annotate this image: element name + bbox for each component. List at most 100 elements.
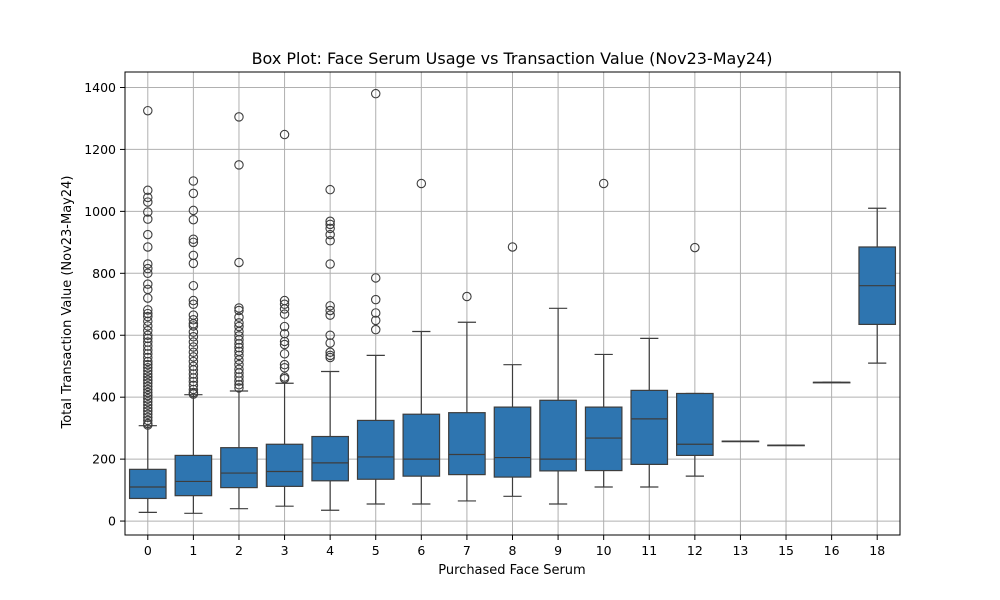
outlier-point bbox=[325, 347, 335, 358]
x-tick-label: 8 bbox=[509, 543, 517, 558]
box-group-3 bbox=[265, 129, 304, 507]
outlier-point bbox=[188, 342, 199, 352]
outlier-point bbox=[188, 389, 199, 399]
outlier-point bbox=[234, 355, 244, 365]
box-group-6 bbox=[402, 178, 441, 505]
box-group-7 bbox=[448, 291, 486, 502]
outlier-point bbox=[598, 178, 609, 189]
box-group-12 bbox=[676, 242, 714, 477]
outlier-point bbox=[143, 381, 153, 392]
outlier-point bbox=[370, 324, 381, 335]
outlier-point bbox=[234, 160, 244, 170]
outlier-point bbox=[188, 373, 199, 383]
x-tick-label: 5 bbox=[372, 543, 380, 558]
box-group-9 bbox=[539, 307, 577, 505]
outlier-point bbox=[234, 342, 244, 353]
outlier-point bbox=[325, 352, 335, 363]
chart-title: Box Plot: Face Serum Usage vs Transactio… bbox=[252, 49, 773, 68]
y-tick-label: 0 bbox=[108, 514, 116, 529]
outlier-point bbox=[143, 341, 153, 351]
outlier-point bbox=[143, 259, 153, 269]
box-group-15 bbox=[767, 444, 805, 447]
x-tick-label: 3 bbox=[281, 543, 289, 558]
outlier-point bbox=[143, 384, 153, 395]
outlier-point bbox=[325, 216, 335, 227]
outlier-point bbox=[690, 242, 700, 253]
outlier-point bbox=[279, 349, 290, 359]
outlier-point bbox=[234, 339, 244, 349]
outlier-point bbox=[143, 229, 153, 240]
outlier-point bbox=[188, 369, 199, 379]
outlier-point bbox=[143, 333, 153, 344]
outlier-point bbox=[325, 236, 335, 246]
box-group-11 bbox=[630, 337, 669, 488]
outlier-point bbox=[325, 338, 335, 348]
x-tick-label: 7 bbox=[463, 543, 471, 558]
x-tick-label: 11 bbox=[641, 543, 657, 558]
outlier-point bbox=[234, 376, 244, 386]
outlier-point bbox=[143, 293, 153, 303]
outlier-point bbox=[143, 330, 153, 340]
box-group-1 bbox=[174, 176, 213, 514]
outlier-point bbox=[279, 359, 290, 370]
outlier-point bbox=[234, 372, 244, 382]
box-iqr bbox=[220, 447, 258, 489]
x-tick-label: 4 bbox=[326, 543, 334, 558]
box-iqr bbox=[584, 406, 623, 472]
outlier-point bbox=[370, 273, 381, 283]
outlier-point bbox=[188, 234, 199, 244]
outlier-point bbox=[188, 327, 199, 337]
outlier-point bbox=[234, 312, 244, 323]
outlier-point bbox=[188, 337, 199, 347]
outlier-point bbox=[370, 294, 381, 305]
outlier-point bbox=[234, 305, 244, 316]
x-axis-ticks: 0 1 2 3 4 5 6 7 8 9 10 11 12 13 15 16 18 bbox=[144, 535, 885, 558]
outlier-point bbox=[188, 347, 199, 358]
x-tick-label: 1 bbox=[189, 543, 197, 558]
x-tick-label: 2 bbox=[235, 543, 243, 558]
outlier-point bbox=[507, 242, 518, 252]
outlier-point bbox=[188, 361, 199, 371]
outlier-point bbox=[143, 349, 153, 359]
outlier-point bbox=[325, 330, 335, 340]
box-iqr bbox=[630, 389, 669, 465]
outlier-point bbox=[143, 403, 153, 413]
outlier-point bbox=[279, 328, 290, 339]
outlier-point bbox=[325, 310, 335, 320]
box-iqr bbox=[448, 412, 486, 476]
outlier-point bbox=[188, 188, 199, 199]
outlier-point bbox=[143, 409, 153, 419]
box-group-0 bbox=[128, 105, 167, 513]
outlier-point bbox=[143, 375, 153, 385]
outlier-point bbox=[234, 350, 244, 361]
box-group-18 bbox=[858, 207, 897, 364]
outlier-point bbox=[143, 352, 153, 363]
outlier-point bbox=[143, 242, 153, 252]
x-tick-label: 18 bbox=[869, 543, 885, 558]
outlier-point bbox=[279, 309, 290, 319]
box-iqr bbox=[493, 406, 532, 478]
outlier-point bbox=[143, 316, 153, 327]
outlier-point bbox=[234, 383, 244, 393]
outlier-point bbox=[234, 380, 244, 390]
outlier-point bbox=[143, 400, 153, 410]
outlier-point bbox=[143, 397, 153, 407]
y-tick-label: 1200 bbox=[84, 142, 116, 157]
outlier-point bbox=[143, 372, 153, 382]
outlier-point bbox=[279, 321, 290, 332]
outlier-point bbox=[462, 291, 472, 302]
outlier-point bbox=[143, 207, 153, 217]
box-iqr bbox=[402, 413, 441, 477]
box-group-2 bbox=[220, 112, 258, 510]
outlier-point bbox=[325, 219, 335, 230]
y-tick-label: 800 bbox=[92, 266, 116, 281]
outlier-point bbox=[188, 321, 199, 331]
outlier-point bbox=[143, 366, 153, 376]
y-tick-label: 200 bbox=[92, 452, 116, 467]
outlier-point bbox=[370, 315, 381, 326]
outlier-point bbox=[279, 129, 290, 140]
y-axis-label: Total Transaction Value (Nov23-May24) bbox=[60, 176, 75, 430]
outlier-point bbox=[325, 229, 335, 240]
box-iqr bbox=[356, 419, 395, 480]
